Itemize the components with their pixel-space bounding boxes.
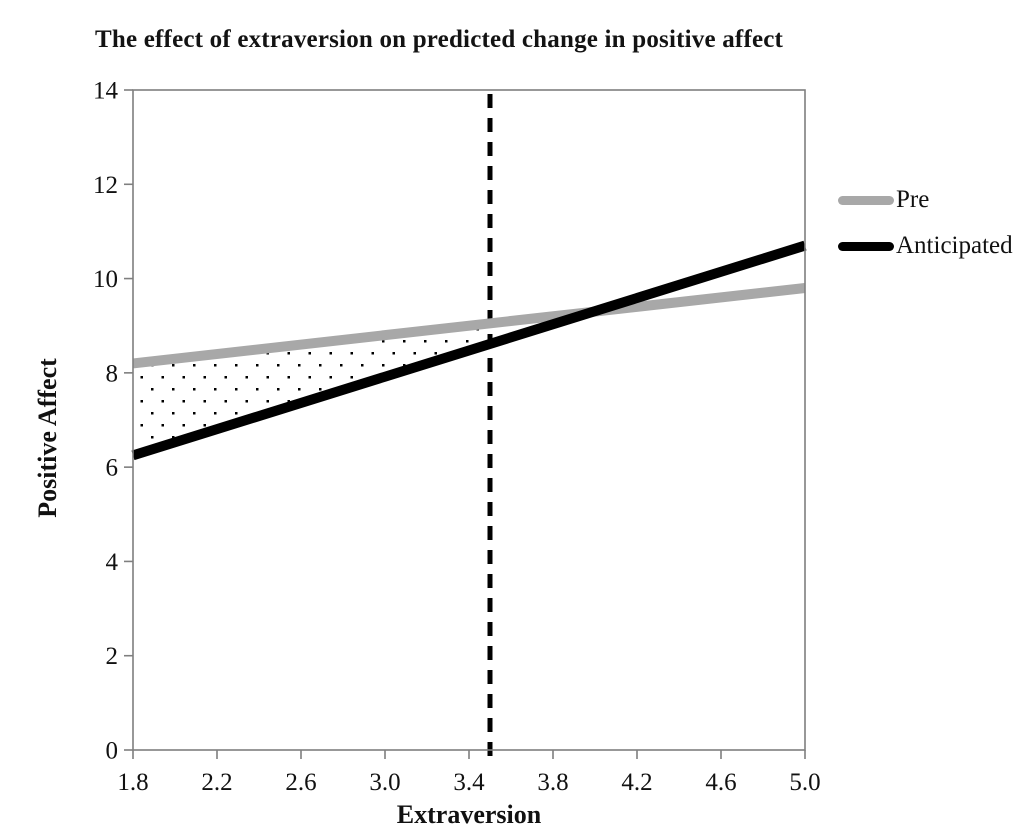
x-tick-label: 2.6 bbox=[285, 769, 316, 796]
x-tick-label: 1.8 bbox=[117, 769, 148, 796]
anticipated-line-swatch bbox=[838, 241, 894, 251]
x-tick-label: 2.2 bbox=[201, 769, 232, 796]
x-tick-label: 5.0 bbox=[789, 769, 820, 796]
x-axis-label: Extraversion bbox=[396, 800, 542, 829]
x-tick-label: 3.8 bbox=[537, 769, 568, 796]
y-tick-label: 4 bbox=[106, 549, 119, 576]
y-tick-label: 6 bbox=[106, 455, 119, 482]
legend: Pre Anticipated bbox=[838, 186, 1013, 278]
chart-title: The effect of extraversion on predicted … bbox=[95, 26, 784, 53]
y-tick-label: 12 bbox=[93, 172, 118, 199]
legend-label-anticipated: Anticipated bbox=[896, 232, 1013, 259]
x-tick-label: 3.0 bbox=[369, 769, 400, 796]
y-tick-label: 2 bbox=[106, 643, 119, 670]
y-axis-label: Positive Affect bbox=[33, 358, 62, 518]
legend-item-pre: Pre bbox=[838, 186, 1013, 214]
y-tick-label: 14 bbox=[93, 78, 119, 105]
y-tick-label: 0 bbox=[106, 738, 119, 765]
y-tick-label: 8 bbox=[106, 360, 119, 387]
x-tick-label: 4.2 bbox=[621, 769, 652, 796]
pre-line bbox=[132, 283, 806, 369]
legend-item-anticipated: Anticipated bbox=[838, 232, 1013, 260]
pre-line-swatch bbox=[838, 195, 894, 205]
x-tick-label: 3.4 bbox=[453, 769, 485, 796]
legend-label-pre: Pre bbox=[896, 186, 930, 213]
y-tick-label: 10 bbox=[93, 266, 118, 293]
x-tick-label: 4.6 bbox=[705, 769, 736, 796]
anticipated-line bbox=[131, 240, 807, 461]
